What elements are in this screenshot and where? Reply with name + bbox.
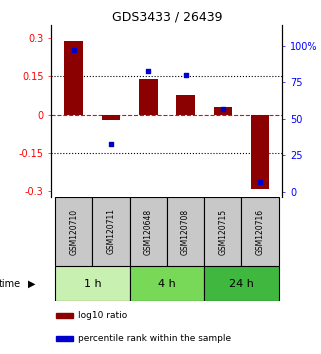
Bar <box>204 196 241 267</box>
Text: GSM120708: GSM120708 <box>181 209 190 255</box>
Bar <box>56 313 73 318</box>
Bar <box>55 196 92 267</box>
Bar <box>241 196 279 267</box>
Bar <box>55 267 130 301</box>
Point <box>71 47 76 53</box>
Text: GSM120710: GSM120710 <box>69 209 78 255</box>
Point <box>183 72 188 78</box>
Bar <box>102 115 120 120</box>
Text: 24 h: 24 h <box>229 279 254 289</box>
Bar <box>130 267 204 301</box>
Text: GSM120711: GSM120711 <box>107 209 116 255</box>
Point <box>146 68 151 74</box>
Bar <box>92 196 130 267</box>
Text: time: time <box>0 279 21 289</box>
Bar <box>56 336 73 341</box>
Bar <box>251 115 269 189</box>
Text: log10 ratio: log10 ratio <box>78 311 127 320</box>
Bar <box>176 95 195 115</box>
Text: ▶: ▶ <box>28 279 35 289</box>
Point <box>108 141 114 147</box>
Text: GSM120715: GSM120715 <box>218 209 227 255</box>
Bar <box>204 267 279 301</box>
Bar <box>65 41 83 115</box>
Bar <box>213 107 232 115</box>
Text: GSM120716: GSM120716 <box>256 209 265 255</box>
Bar <box>167 196 204 267</box>
Point <box>257 179 263 184</box>
Text: GSM120648: GSM120648 <box>144 209 153 255</box>
Text: 1 h: 1 h <box>83 279 101 289</box>
Bar <box>130 196 167 267</box>
Title: GDS3433 / 26439: GDS3433 / 26439 <box>112 11 222 24</box>
Bar <box>139 79 158 115</box>
Point <box>220 106 225 112</box>
Text: percentile rank within the sample: percentile rank within the sample <box>78 334 231 343</box>
Text: 4 h: 4 h <box>158 279 176 289</box>
